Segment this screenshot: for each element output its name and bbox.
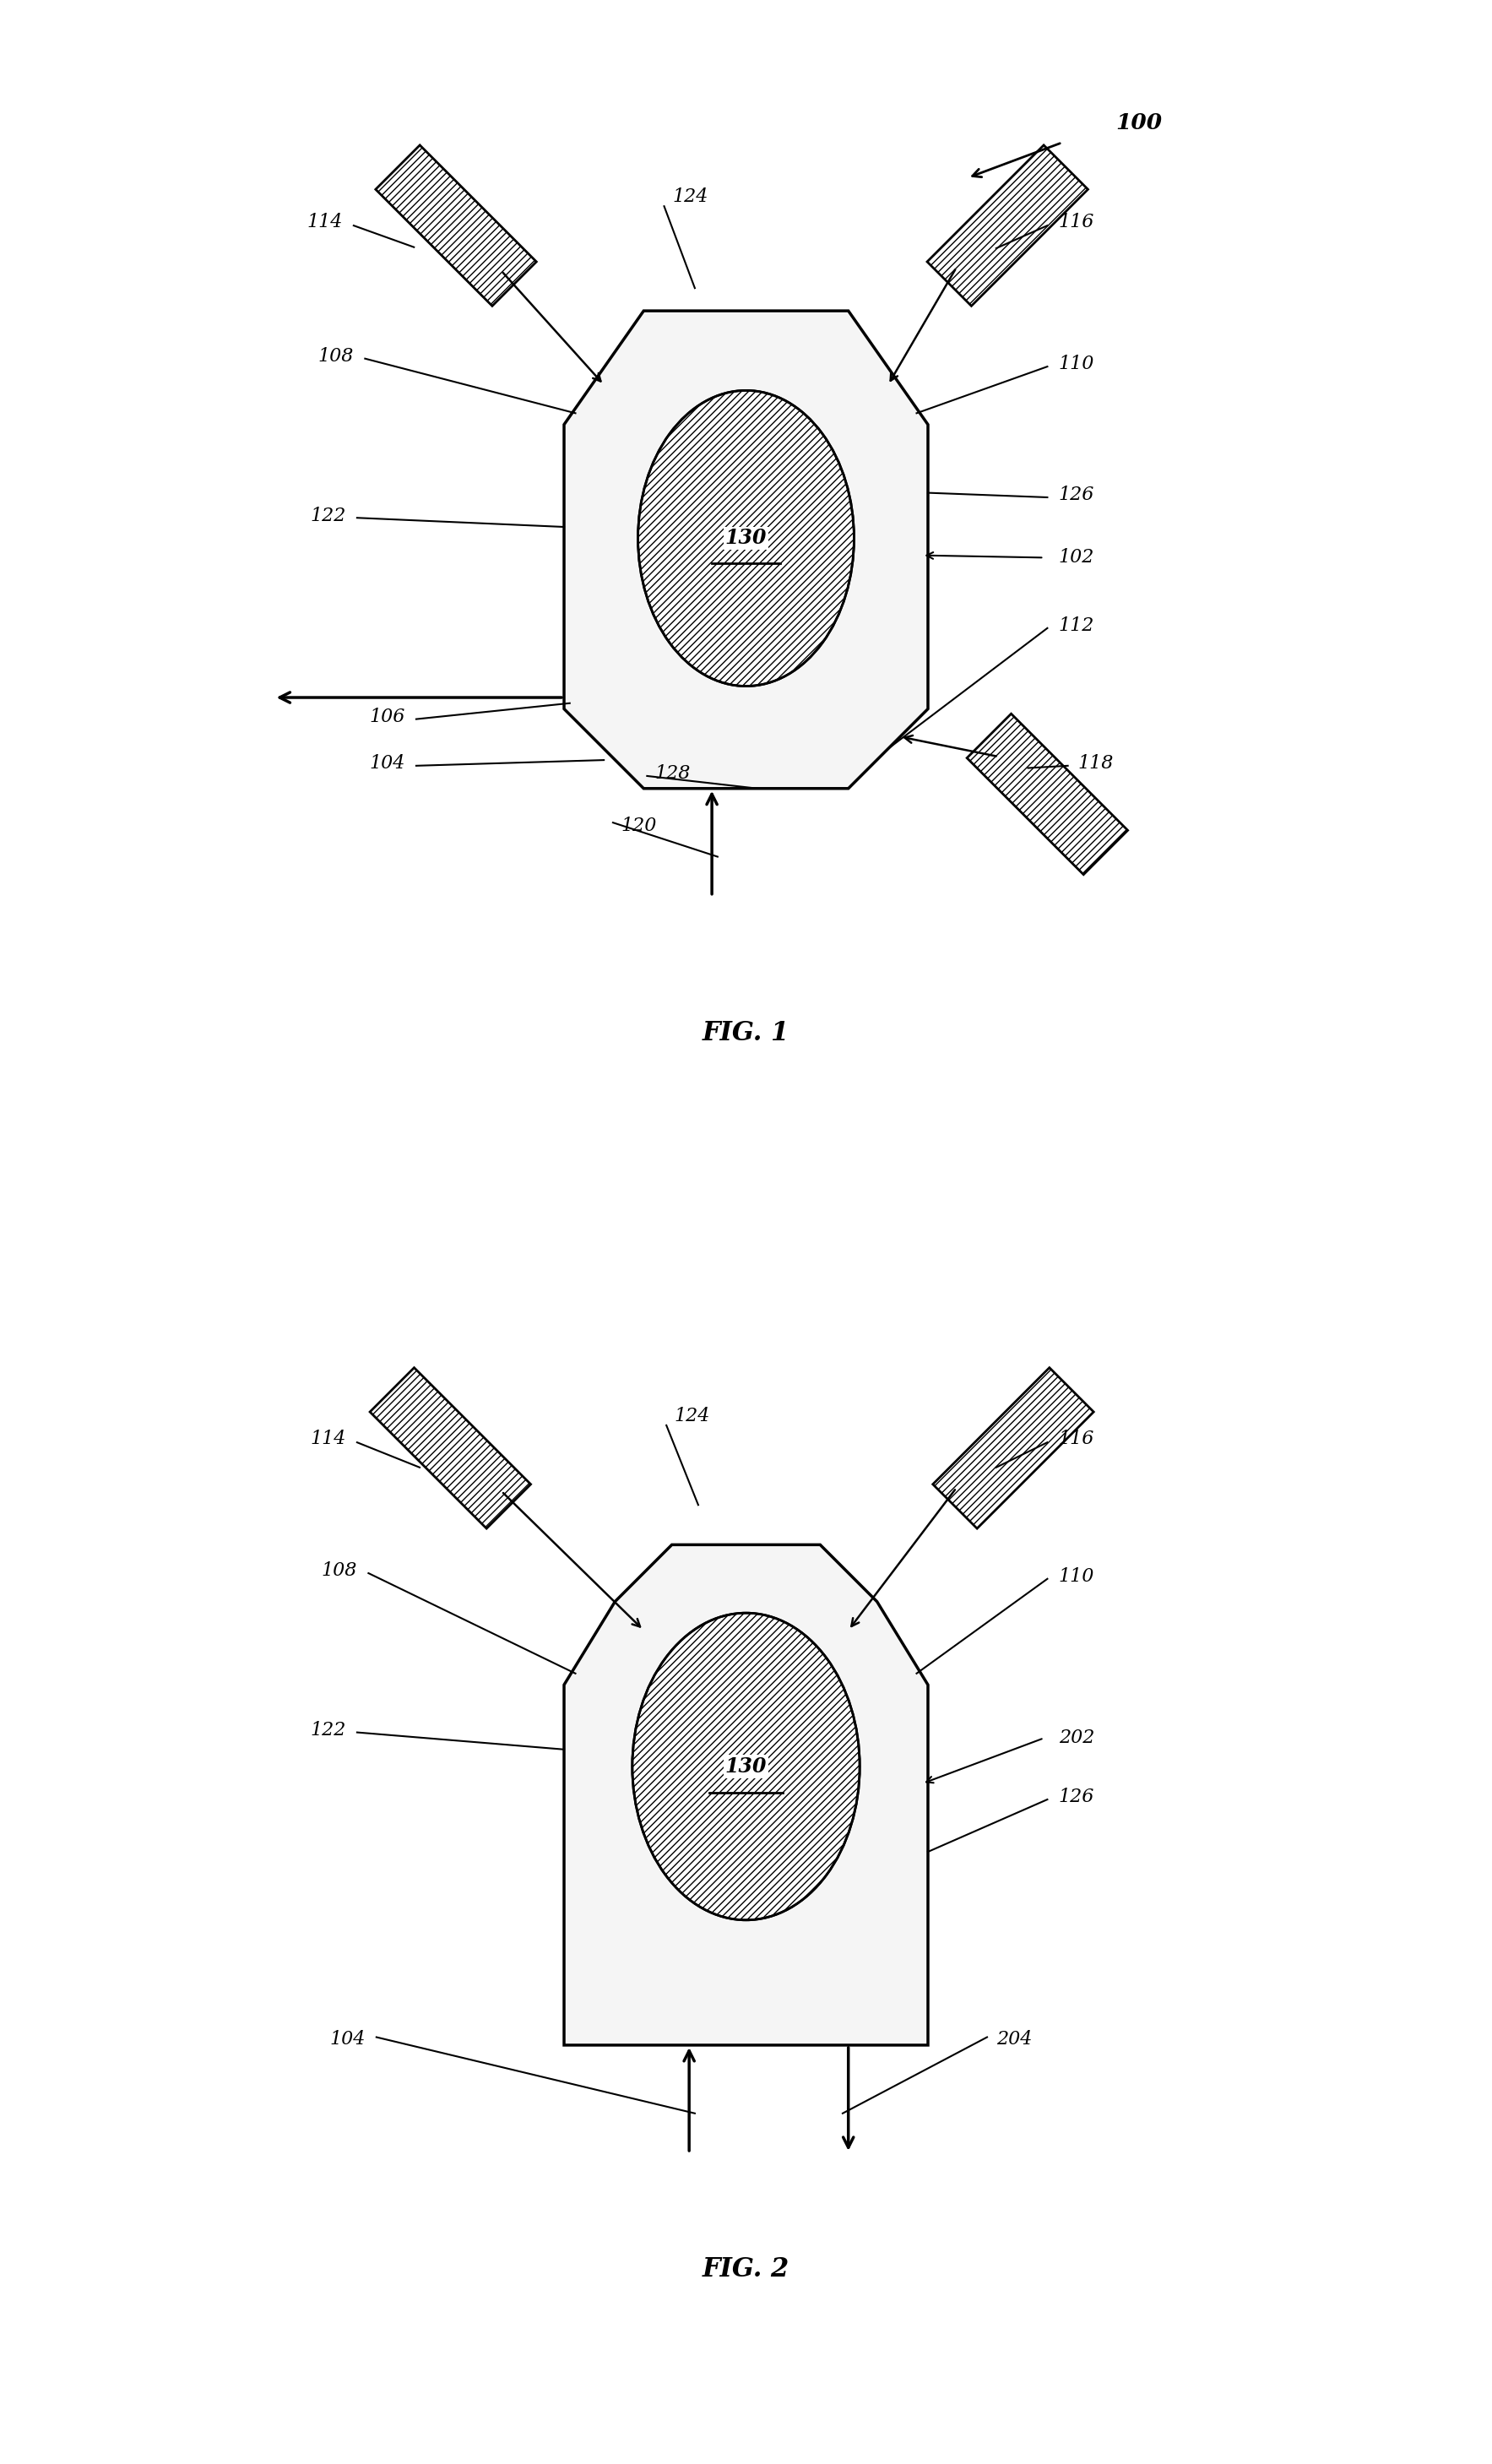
Text: 112: 112 — [1059, 616, 1095, 636]
Polygon shape — [370, 1368, 531, 1528]
Text: FIG. 1: FIG. 1 — [703, 1020, 789, 1047]
Text: 106: 106 — [369, 707, 404, 727]
Text: 202: 202 — [1059, 1730, 1095, 1747]
Polygon shape — [564, 1545, 928, 2045]
Text: 130: 130 — [725, 1757, 767, 1777]
Polygon shape — [967, 715, 1128, 875]
Text: 118: 118 — [1079, 754, 1115, 774]
Text: 114: 114 — [306, 212, 342, 232]
Text: 126: 126 — [1059, 1789, 1095, 1806]
Text: 116: 116 — [1059, 1429, 1095, 1449]
Text: 110: 110 — [1059, 355, 1095, 375]
Text: 130: 130 — [725, 527, 767, 549]
Text: 108: 108 — [321, 1562, 357, 1579]
Text: 204: 204 — [997, 2030, 1032, 2048]
Text: 102: 102 — [1059, 549, 1095, 567]
Text: 108: 108 — [318, 347, 354, 365]
Text: 104: 104 — [369, 754, 404, 774]
Polygon shape — [932, 1368, 1094, 1528]
Ellipse shape — [639, 389, 853, 685]
Text: 124: 124 — [674, 1407, 710, 1427]
Text: FIG. 2: FIG. 2 — [703, 2257, 789, 2282]
Text: 126: 126 — [1059, 485, 1095, 505]
Text: 116: 116 — [1059, 212, 1095, 232]
Polygon shape — [376, 145, 537, 306]
Text: 122: 122 — [310, 505, 346, 525]
Text: 104: 104 — [330, 2030, 366, 2048]
Text: 114: 114 — [310, 1429, 346, 1449]
Text: 100: 100 — [1116, 113, 1162, 133]
Text: 124: 124 — [671, 187, 707, 207]
Text: 120: 120 — [621, 816, 656, 835]
Polygon shape — [927, 145, 1088, 306]
Text: 110: 110 — [1059, 1567, 1095, 1587]
Ellipse shape — [633, 1614, 859, 1919]
Polygon shape — [564, 310, 928, 788]
Text: 128: 128 — [655, 764, 691, 784]
Text: 122: 122 — [310, 1720, 346, 1740]
